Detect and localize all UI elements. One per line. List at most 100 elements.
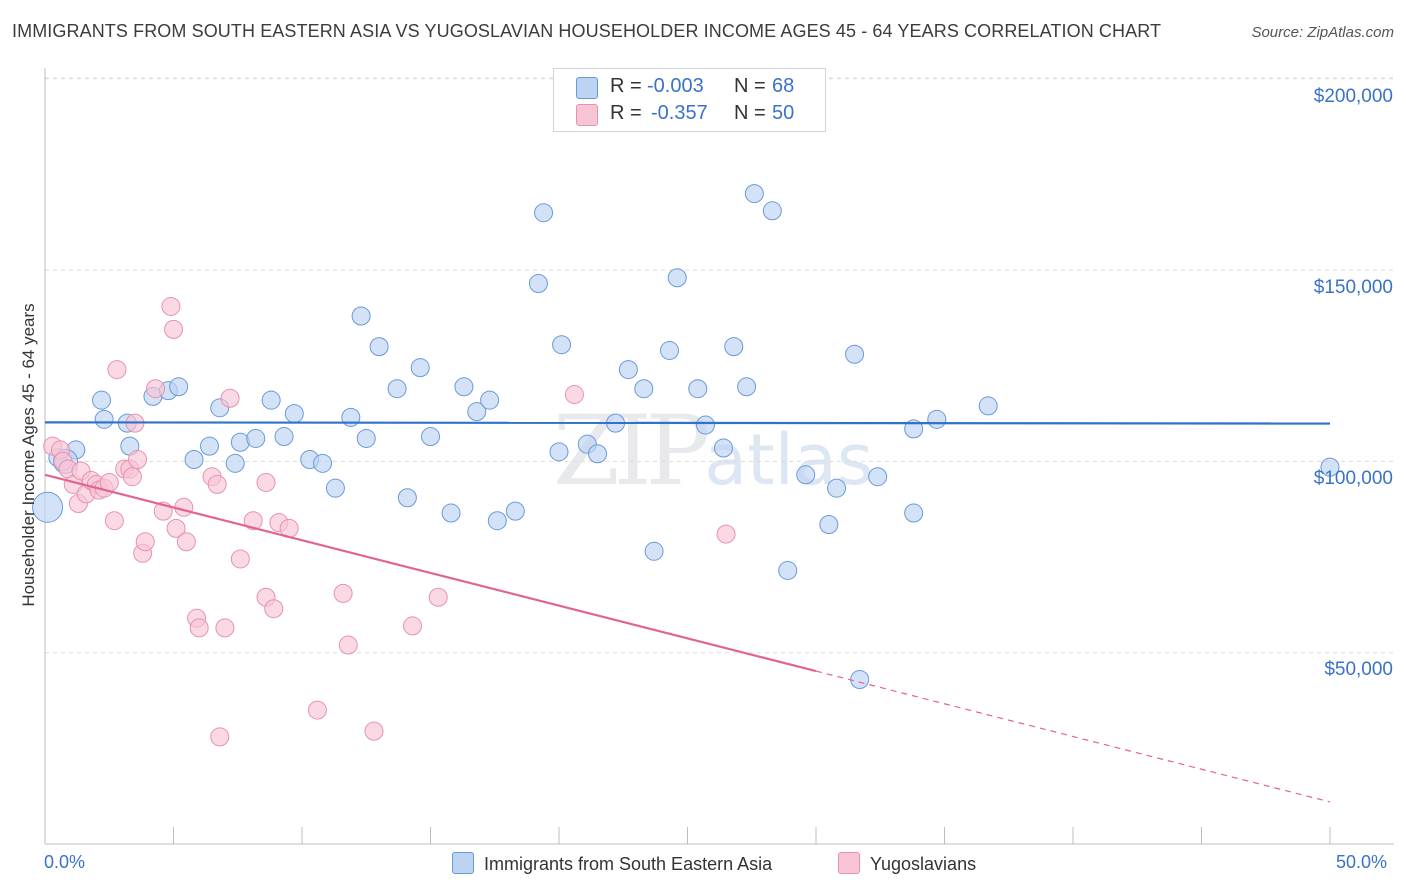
r-value: -0.003 (647, 75, 704, 97)
pink-point (122, 467, 142, 487)
chart-title: IMMIGRANTS FROM SOUTH EASTERN ASIA VS YU… (12, 21, 1162, 41)
legend-label: Immigrants from South Eastern Asia (484, 854, 773, 874)
blue-point (32, 491, 64, 523)
blue-point (313, 453, 333, 473)
pink-point (107, 360, 127, 380)
legend-item-pink: Yugoslavians (838, 852, 976, 875)
pink-point (207, 474, 227, 494)
blue-point (724, 337, 744, 357)
blue-point (480, 390, 500, 410)
blue-point (225, 453, 245, 473)
legend-item-blue: Immigrants from South Eastern Asia (452, 852, 772, 875)
blue-point (274, 427, 294, 447)
blue-point (410, 358, 430, 378)
pink-point (104, 511, 124, 531)
blue-point (421, 427, 440, 447)
pink-point (176, 532, 196, 552)
blue-point (1320, 457, 1340, 477)
x-tick-label: 50.0% (1336, 852, 1388, 872)
blue-point (796, 465, 816, 485)
pink-point (161, 296, 181, 316)
trend-line-extension (815, 670, 1331, 803)
blue-point (904, 419, 924, 439)
blue-point (441, 503, 461, 523)
blue-point (169, 377, 189, 397)
y-axis-label: Householder Income Ages 45 - 64 years (19, 303, 38, 607)
watermark: ZIPatlas (553, 395, 873, 507)
blue-point (845, 344, 865, 364)
pink-point (189, 618, 209, 638)
blue-point (397, 488, 417, 508)
pink-point (364, 721, 384, 741)
blue-point (667, 268, 687, 288)
blue-point (660, 340, 680, 360)
blue-point (737, 377, 757, 397)
blue-point (618, 360, 638, 380)
blue-point (744, 184, 764, 204)
pink-point (564, 384, 584, 404)
pink-point (135, 532, 155, 552)
blue-point (819, 515, 839, 535)
legend-label: Yugoslavians (870, 854, 977, 874)
pink-swatch-icon (838, 852, 860, 874)
pink-point (174, 497, 194, 517)
blue-point (356, 428, 376, 448)
r-value: -0.357 (651, 102, 708, 124)
blue-point (369, 337, 389, 357)
blue-point (387, 379, 407, 399)
pink-point (230, 549, 250, 569)
blue-point (978, 396, 998, 416)
blue-point (528, 273, 548, 293)
trend-line (44, 421, 1331, 425)
trend-line (44, 473, 817, 673)
blue-point (487, 511, 507, 531)
blue-point (284, 404, 304, 424)
blue-point (634, 379, 654, 399)
pink-point (128, 449, 148, 469)
x-tick-label: 0.0% (44, 852, 86, 872)
blue-point (549, 442, 569, 462)
blue-swatch-icon (452, 852, 474, 874)
pink-point (146, 379, 166, 399)
pink-point (428, 587, 448, 607)
blue-point (850, 669, 870, 689)
n-label: N = (734, 75, 766, 97)
watermark-zip: ZIP (553, 395, 710, 507)
pink-point (338, 635, 358, 655)
pink-swatch-icon (576, 104, 598, 126)
blue-point (904, 503, 924, 523)
blue-point (246, 428, 266, 448)
pink-point (215, 618, 235, 638)
y-tick-label: $50,000 (1324, 659, 1393, 680)
blue-point (588, 444, 608, 464)
blue-point (762, 201, 782, 221)
blue-point (868, 467, 888, 487)
pink-point (256, 472, 276, 492)
pink-point (166, 518, 186, 538)
blue-point (713, 438, 733, 458)
blue-point (325, 478, 345, 498)
pink-point (307, 700, 327, 720)
r-label: R = (610, 102, 642, 124)
pink-point (333, 583, 353, 603)
blue-point (552, 335, 572, 355)
pink-point (210, 727, 230, 747)
blue-point (199, 436, 219, 456)
source-label: Source: ZipAtlas.com (1251, 24, 1394, 41)
pink-point (220, 388, 240, 408)
blue-point (827, 478, 847, 498)
blue-point (644, 541, 664, 561)
y-tick-label: $100,000 (1313, 468, 1393, 489)
n-label: N = (734, 102, 766, 124)
y-tick-label: $150,000 (1313, 277, 1393, 298)
r-label: R = (610, 75, 642, 97)
blue-point (261, 390, 281, 410)
n-value: 50 (772, 102, 795, 124)
blue-point (94, 409, 114, 429)
blue-point (927, 409, 947, 429)
blue-point (467, 402, 487, 422)
blue-point (184, 449, 204, 469)
pink-point (164, 319, 183, 339)
pink-point (243, 511, 263, 531)
blue-point (534, 203, 554, 223)
